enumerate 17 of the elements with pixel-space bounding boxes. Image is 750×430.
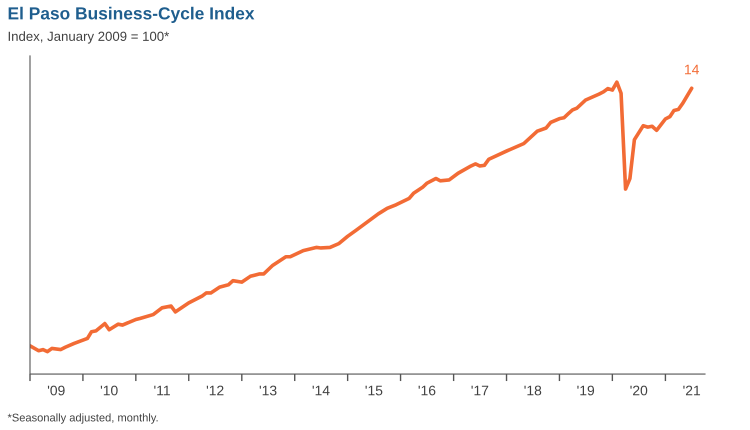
x-tick-label: '16	[418, 386, 436, 396]
x-tick-label: '17	[472, 386, 488, 396]
x-tick-label: '09	[48, 386, 65, 396]
x-tick-label: '10	[100, 386, 118, 396]
annotation: 14	[685, 64, 699, 74]
x-tick-label: '11	[154, 386, 170, 396]
x-tick-label: '15	[366, 386, 382, 396]
x-tick-label: '20	[630, 386, 648, 396]
x-tick-label: '18	[524, 386, 542, 396]
x-tick-label: '12	[206, 386, 224, 396]
x-tick-label: '21	[683, 386, 700, 396]
chart-subtitle: Index, January 2009 = 100*	[8, 31, 170, 44]
x-tick-label: '19	[577, 386, 594, 396]
text: *Seasonally adjusted, monthly.	[8, 413, 158, 424]
chart-title: El Paso Business-Cycle Index	[8, 6, 254, 23]
x-tick-label: '13	[260, 386, 276, 396]
x-tick-label: '14	[312, 386, 330, 396]
